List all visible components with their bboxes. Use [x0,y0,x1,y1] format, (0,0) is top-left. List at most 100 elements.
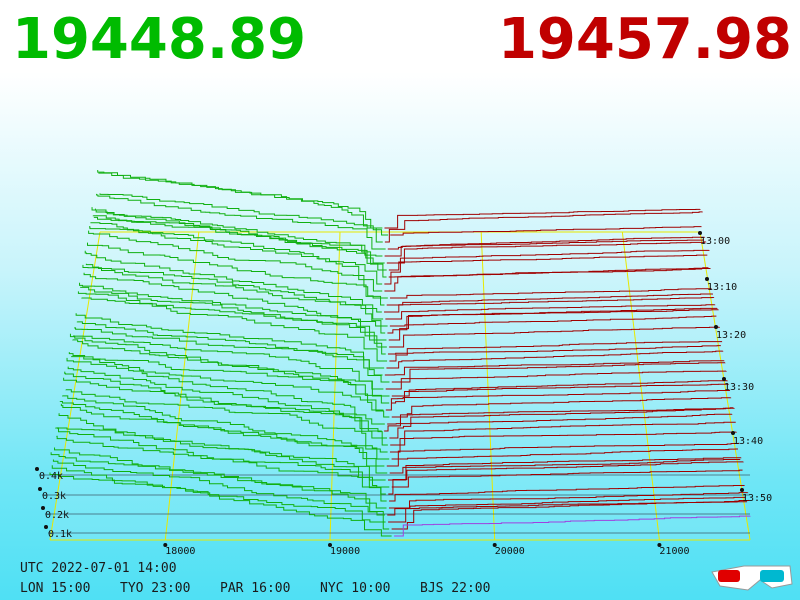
ask-depth-line [388,254,708,271]
ask-depth-line [384,360,725,376]
grid-line [49,231,101,541]
ask-depth-line [385,304,716,320]
axis-labels: 18000 19000 20000 21000 0.1k 0.2k 0.3k 0.4k 13:0… [35,231,772,557]
bid-depth-line [56,435,386,495]
bid-depth-line [52,459,385,516]
clock-label: BJS 22:00 [420,581,490,596]
ask-depth-line [388,461,744,495]
tick-dot [731,431,735,435]
bid-depth-line [72,339,390,397]
bid-depth-line [79,282,386,355]
tick-dot [740,488,744,492]
tick-dot [44,525,48,529]
tick-dot [328,543,332,547]
utc-time: UTC 2022-07-01 14:00 [20,561,177,576]
time-tick-label: 13:40 [733,436,763,447]
bid-depth-line [99,193,383,229]
bid-depth-line [94,208,383,257]
tick-dot [705,277,709,281]
volume-tick-label: 0.3k [42,491,66,502]
ask-depth-line [386,293,713,306]
time-tick-label: 13:20 [716,330,746,341]
bid-depth-line [59,401,388,474]
ask-depth-line [391,383,729,404]
ask-depth-line [391,380,728,397]
ask-depth-line [385,389,731,411]
bid-depth-line [92,215,387,271]
ask-depth-line [386,350,724,369]
ask-depth-line [384,407,734,432]
bid-depth-line [91,207,387,278]
bid-depth-line [89,225,383,292]
glasses-icon [711,565,793,591]
ask-depth-line [384,236,706,257]
bid-depth-line [96,193,386,250]
ask-depth-line [391,469,743,488]
ask-depth-line [389,341,723,362]
bid-depth-line [50,452,390,530]
clock-label: NYC 10:00 [320,581,390,596]
price-tick-label: 20000 [495,546,525,557]
bid-depth-line [54,447,387,509]
bid-depth-line [82,264,386,334]
time-tick-label: 13:00 [700,236,730,247]
tick-dot [38,487,42,491]
ask-depth-line [391,362,726,383]
bid-depth-line [90,222,383,285]
tick-dot [41,506,45,510]
ask-depth-line [388,496,746,509]
tick-dot [163,543,168,547]
tick-dot [492,543,497,547]
ask-depth-line [390,226,702,236]
bid-depth-line [77,291,388,362]
bid-depth-line [75,313,383,376]
ask-depth-line [388,457,742,481]
ask-price: 19457.98 [498,7,792,72]
ask-depth-line [389,315,717,327]
ask-depth-line [384,296,715,313]
ask-depth-line [389,431,737,453]
bid-depth-line [73,335,384,390]
ask-depth-line [386,442,740,467]
ask-depth-line [390,288,712,299]
volume-tick-label: 0.1k [48,529,72,540]
bid-depth-line [84,250,384,320]
clock-label: LON 15:00 [20,581,90,596]
floor-plane [50,232,750,540]
bid-depth-line [80,286,387,348]
ask-depth-line [387,413,733,425]
bid-depth-line [62,395,390,460]
bid-depth-line [85,263,382,313]
clock-label: PAR 16:00 [220,581,290,596]
depth-lines [49,169,751,537]
ask-depth-line [384,249,710,285]
time-tick-label: 13:50 [742,493,772,504]
ask-depth-line [384,268,711,292]
bid-depth-line [69,333,384,411]
bid-depth-line [88,230,388,299]
ask-depth-line [387,345,721,355]
ask-depth-line [388,309,719,341]
time-tick-label: 13:30 [724,382,754,393]
ask-depth-line [384,211,703,243]
tick-dot [698,231,702,235]
ask-depth-line [389,484,745,502]
price-tick-label: 18000 [165,546,195,557]
tick-dot [722,377,726,381]
bid-depth-line [67,366,385,425]
ask-depth-line [390,421,736,446]
bid-depth-line [49,472,392,537]
volume-tick-label: 0.4k [39,471,63,482]
bid-depth-line [58,413,386,481]
time-tick-label: 13:10 [707,282,737,293]
ask-depth-line [391,499,750,530]
ask-depth-line [384,208,701,229]
tick-dot [657,543,662,547]
bid-price: 19448.89 [12,7,306,72]
bid-depth-line [87,242,385,306]
ask-depth-line [389,407,735,439]
ask-depth-line [386,241,707,264]
ask-depth-line [391,448,738,460]
tick-dot [35,467,39,471]
